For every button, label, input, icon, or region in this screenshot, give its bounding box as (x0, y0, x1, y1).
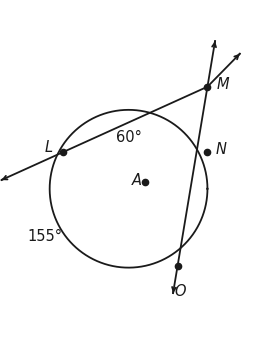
Text: O: O (174, 284, 186, 299)
Text: A: A (132, 173, 142, 188)
Text: 155°: 155° (28, 229, 63, 244)
Text: M: M (217, 77, 230, 91)
Text: L: L (44, 140, 52, 155)
Text: N: N (216, 142, 227, 157)
Text: 60°: 60° (116, 130, 142, 145)
